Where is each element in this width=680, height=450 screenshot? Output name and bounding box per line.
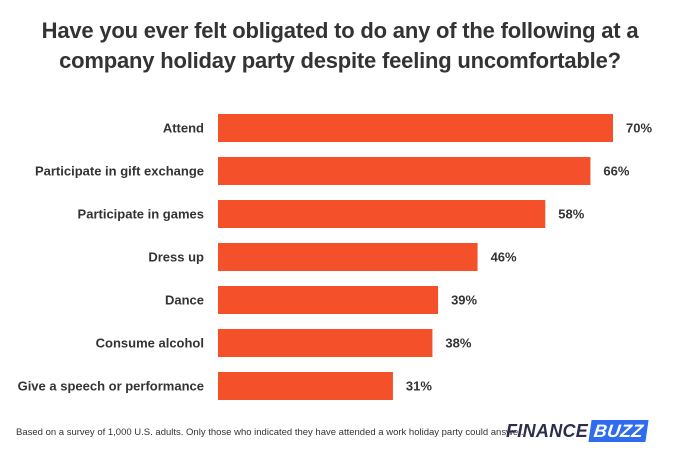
category-label: Give a speech or performance [18,379,204,394]
category-label: Dress up [148,250,204,265]
category-label: Dance [165,293,204,308]
logo-finance-text: FINANCE [506,420,589,441]
chart-title: Have you ever felt obligated to do any o… [20,16,660,76]
bar [218,157,591,185]
category-label: Participate in gift exchange [35,164,204,179]
value-label: 66% [603,164,629,179]
category-label: Consume alcohol [96,336,204,351]
value-label: 39% [451,293,477,308]
value-label: 58% [558,207,584,222]
value-label: 31% [406,379,432,394]
chart-title-line1: Have you ever felt obligated to do any o… [41,18,639,43]
logo-buzz-text: BUZZ [588,420,649,442]
bar [218,243,478,271]
bar [218,200,546,228]
footnote: Based on a survey of 1,000 U.S. adults. … [16,427,524,438]
bar [218,114,613,142]
value-label: 70% [626,121,652,136]
chart-title-line2: company holiday party despite feeling un… [59,48,621,73]
value-label: 46% [491,250,517,265]
bar [218,286,439,314]
category-label: Attend [163,121,204,136]
bar [218,329,433,357]
category-label: Participate in games [78,207,204,222]
bar [218,372,393,400]
financebuzz-logo: FINANCE BUZZ [506,419,649,443]
value-label: 38% [445,336,471,351]
